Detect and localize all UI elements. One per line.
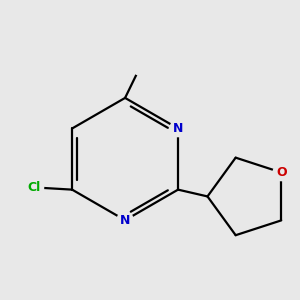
Circle shape — [24, 177, 44, 197]
Text: Cl: Cl — [27, 181, 40, 194]
Text: N: N — [173, 122, 183, 135]
Circle shape — [170, 120, 186, 136]
Text: O: O — [276, 166, 286, 179]
Circle shape — [273, 164, 290, 181]
Circle shape — [117, 212, 133, 228]
Text: N: N — [120, 214, 130, 227]
Circle shape — [131, 55, 151, 75]
